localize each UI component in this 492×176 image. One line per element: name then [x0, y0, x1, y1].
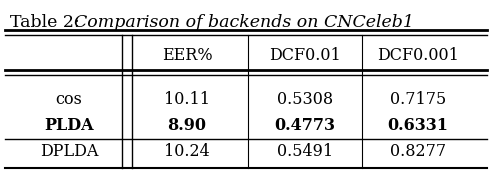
- Text: 10.24: 10.24: [164, 143, 210, 161]
- Text: DPLDA: DPLDA: [40, 143, 98, 161]
- Text: 0.5491: 0.5491: [277, 143, 333, 161]
- Text: EER%: EER%: [162, 46, 212, 64]
- Text: cos: cos: [56, 92, 82, 108]
- Text: 0.4773: 0.4773: [275, 117, 336, 134]
- Text: PLDA: PLDA: [44, 117, 93, 134]
- Text: 0.7175: 0.7175: [390, 92, 446, 108]
- Text: DCF0.01: DCF0.01: [269, 46, 341, 64]
- Text: 0.5308: 0.5308: [277, 92, 333, 108]
- Text: 0.8277: 0.8277: [390, 143, 446, 161]
- Text: DCF0.001: DCF0.001: [377, 46, 459, 64]
- Text: 0.6331: 0.6331: [388, 117, 449, 134]
- Text: 8.90: 8.90: [167, 117, 207, 134]
- Text: Comparison of backends on CNCeleb1: Comparison of backends on CNCeleb1: [74, 14, 414, 31]
- Text: 10.11: 10.11: [164, 92, 210, 108]
- Text: Table 2:: Table 2:: [10, 14, 85, 31]
